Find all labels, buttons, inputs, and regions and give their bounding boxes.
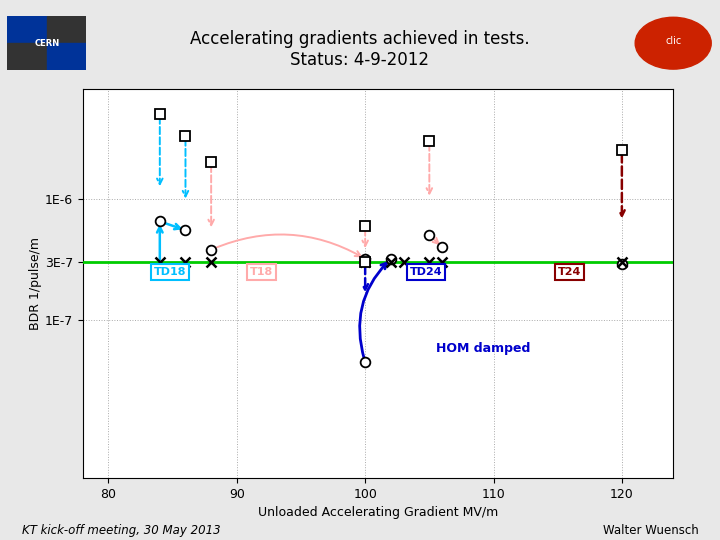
Y-axis label: BDR 1/pulse/m: BDR 1/pulse/m bbox=[29, 237, 42, 330]
Text: Accelerating gradients achieved in tests.
Status: 4-9-2012: Accelerating gradients achieved in tests… bbox=[190, 30, 530, 69]
Text: clic: clic bbox=[665, 36, 681, 45]
Bar bbox=[7, 43, 47, 70]
X-axis label: Unloaded Accelerating Gradient MV/m: Unloaded Accelerating Gradient MV/m bbox=[258, 506, 498, 519]
Bar bbox=[47, 16, 86, 43]
Text: CERN: CERN bbox=[34, 39, 60, 48]
Text: T24: T24 bbox=[558, 267, 581, 277]
Text: TD18: TD18 bbox=[153, 267, 186, 277]
Text: HOM damped: HOM damped bbox=[436, 341, 530, 355]
Bar bbox=[47, 43, 86, 70]
Text: KT kick-off meeting, 30 May 2013: KT kick-off meeting, 30 May 2013 bbox=[22, 523, 220, 537]
Circle shape bbox=[635, 17, 711, 69]
Text: TD24: TD24 bbox=[410, 267, 443, 277]
Bar bbox=[7, 16, 47, 43]
Text: Walter Wuensch: Walter Wuensch bbox=[603, 523, 698, 537]
Text: T18: T18 bbox=[250, 267, 273, 277]
